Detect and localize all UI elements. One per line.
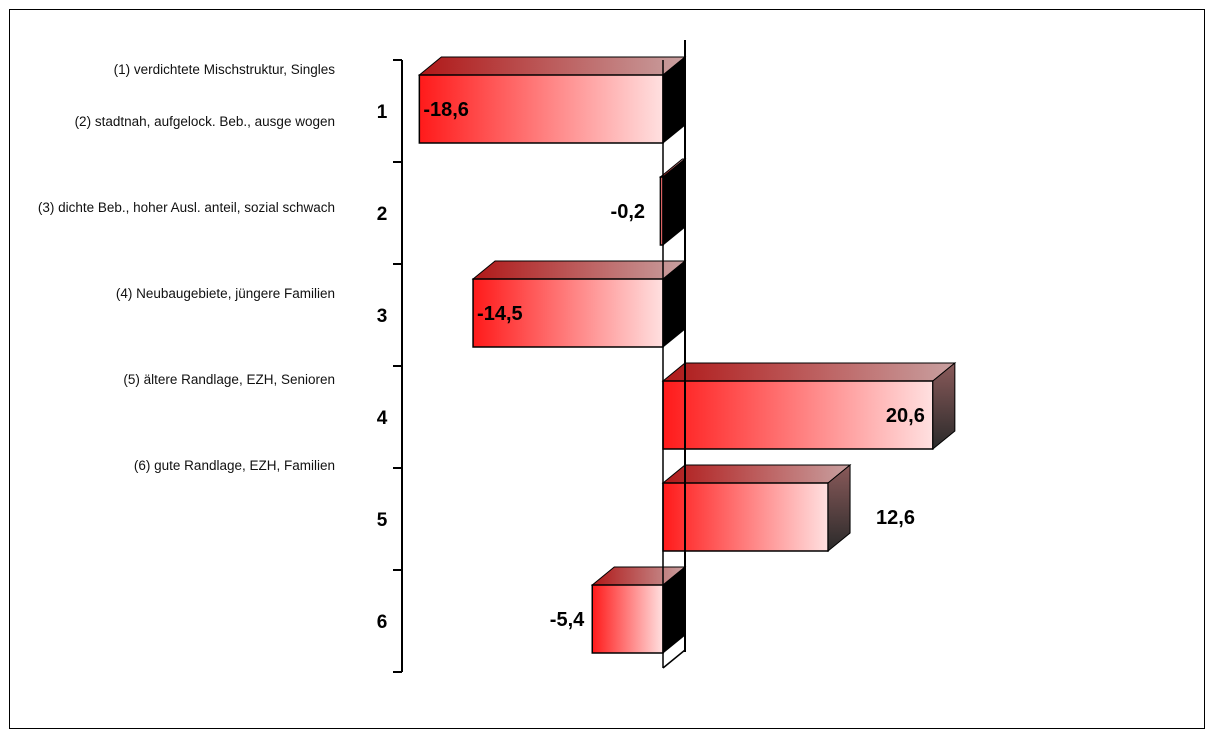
legend-item-5: (5) ältere Randlage, EZH, Senioren (123, 372, 335, 387)
value-label-4: 20,6 (886, 405, 925, 427)
bar-top-face (661, 464, 852, 484)
bar-side-face (827, 463, 851, 553)
value-label-2: -0,2 (611, 201, 645, 223)
value-label-3: -14,5 (477, 303, 523, 325)
category-label-4: 4 (377, 408, 388, 429)
legend-item-1: (1) verdichtete Mischstruktur, Singles (113, 62, 335, 77)
category-label-1: 1 (377, 102, 388, 123)
category-label-3: 3 (377, 306, 388, 327)
bar-4 (661, 361, 957, 451)
bar-top-face (661, 362, 957, 382)
bar-2 (658, 157, 687, 247)
bar-1 (417, 55, 687, 145)
legend-item-4: (4) Neubaugebiete, jüngere Familien (115, 286, 335, 301)
bar-6 (590, 565, 687, 655)
bar-front-face (591, 584, 664, 654)
bars-group (417, 55, 957, 655)
labels-group: 1 2 3 4 5 6 -18,6 -0,2 -14,5 20,6 12,6 -5,4 (377, 99, 925, 633)
value-label-6: -5,4 (550, 609, 585, 631)
zero-axis-depth-line (662, 649, 686, 669)
bar-front-face (418, 74, 664, 144)
legend-item-2: (2) stadtnah, aufgelock. Beb., ausge wog… (74, 114, 335, 129)
axes-group (393, 40, 686, 673)
value-label-1: -18,6 (423, 99, 469, 121)
category-label-2: 2 (377, 204, 388, 225)
bar-5 (661, 463, 852, 553)
bar-top-face (471, 260, 687, 280)
bar-top-face (417, 56, 687, 76)
legend: (1) verdichtete Mischstruktur, Singles (… (0, 0, 335, 714)
bar-front-face (662, 482, 829, 552)
value-label-5: 12,6 (876, 507, 915, 529)
category-label-6: 6 (377, 612, 388, 633)
legend-item-6: (6) gute Randlage, EZH, Familien (133, 458, 335, 473)
bar-front-face (662, 380, 934, 450)
bar-side-face (932, 361, 956, 451)
legend-item-3: (3) dichte Beb., hoher Ausl. anteil, soz… (37, 200, 335, 215)
category-label-5: 5 (377, 510, 388, 531)
bar-3 (471, 259, 687, 349)
bar-chart: 1 2 3 4 5 6 -18,6 -0,2 -14,5 20,6 12,6 -5,4 (377, 40, 957, 673)
